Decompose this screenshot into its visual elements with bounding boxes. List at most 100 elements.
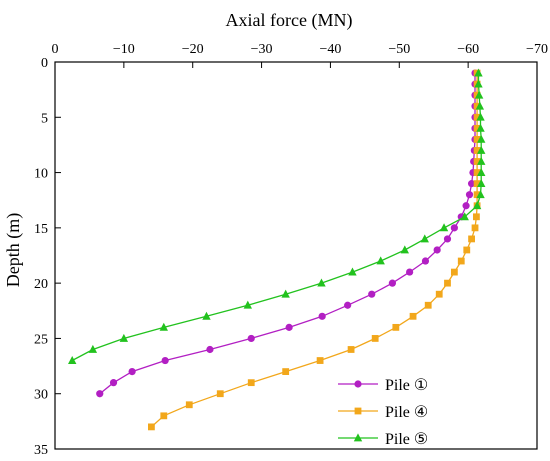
x-tick-label: −70 bbox=[526, 42, 548, 57]
series-1 bbox=[96, 69, 479, 398]
y-tick-label: 15 bbox=[34, 222, 48, 237]
data-point bbox=[247, 334, 255, 343]
data-point bbox=[376, 256, 385, 265]
legend-label: Pile ⑤ bbox=[385, 431, 428, 448]
data-point bbox=[473, 169, 481, 176]
y-tick-label: 30 bbox=[34, 388, 48, 403]
data-point bbox=[439, 223, 449, 232]
data-point bbox=[119, 333, 129, 342]
series-line bbox=[150, 73, 478, 428]
data-point bbox=[472, 201, 482, 210]
data-point bbox=[109, 379, 118, 387]
data-point bbox=[473, 102, 481, 110]
data-point bbox=[400, 245, 409, 254]
y-tick-label: 20 bbox=[34, 277, 48, 292]
data-point bbox=[476, 112, 485, 121]
series-3 bbox=[68, 68, 486, 364]
data-point bbox=[471, 224, 479, 232]
data-point bbox=[443, 235, 452, 243]
data-point bbox=[96, 390, 104, 398]
data-point bbox=[473, 113, 481, 121]
data-point bbox=[473, 191, 481, 199]
data-point bbox=[477, 145, 486, 154]
legend-label: Pile ① bbox=[385, 377, 428, 394]
data-point bbox=[463, 246, 471, 254]
x-tick-label: −20 bbox=[182, 42, 204, 57]
data-point bbox=[473, 213, 480, 221]
data-point bbox=[243, 300, 252, 309]
data-point bbox=[318, 312, 326, 320]
legend-marker bbox=[354, 407, 362, 415]
x-axis-title: Axial force (MN) bbox=[226, 10, 353, 31]
data-point bbox=[316, 357, 324, 364]
x-tick-label: −10 bbox=[113, 42, 135, 57]
data-point bbox=[462, 202, 470, 210]
series-line bbox=[99, 73, 476, 395]
data-point bbox=[317, 278, 326, 287]
data-point bbox=[409, 312, 417, 320]
data-point bbox=[474, 79, 483, 88]
data-point bbox=[450, 268, 458, 276]
data-point bbox=[347, 346, 355, 353]
y-tick-label: 35 bbox=[34, 443, 48, 458]
series-line bbox=[71, 73, 482, 362]
x-tick-label: −50 bbox=[388, 42, 410, 57]
data-point bbox=[460, 212, 469, 221]
data-point bbox=[433, 246, 441, 254]
data-point bbox=[475, 101, 485, 110]
data-point bbox=[473, 136, 481, 143]
data-point bbox=[473, 147, 481, 154]
plot-frame bbox=[54, 61, 538, 450]
data-point bbox=[160, 412, 168, 420]
data-point bbox=[161, 356, 169, 365]
data-point bbox=[457, 257, 465, 265]
x-tick-label: −60 bbox=[457, 42, 479, 57]
data-point bbox=[371, 335, 379, 342]
data-point bbox=[148, 423, 155, 431]
data-point bbox=[474, 90, 484, 99]
x-tick-label: −30 bbox=[251, 42, 273, 57]
legend-marker bbox=[354, 380, 362, 388]
data-point bbox=[477, 167, 486, 176]
data-point bbox=[281, 289, 290, 298]
data-point bbox=[202, 311, 211, 320]
data-point bbox=[344, 301, 352, 309]
series-layer bbox=[68, 68, 486, 431]
data-point bbox=[206, 345, 214, 354]
data-point bbox=[159, 322, 168, 331]
x-tick-label: 0 bbox=[52, 42, 59, 57]
data-point bbox=[450, 224, 458, 232]
data-point bbox=[406, 268, 414, 276]
data-point bbox=[388, 279, 396, 287]
data-point bbox=[348, 267, 357, 276]
data-point bbox=[477, 179, 486, 188]
data-point bbox=[435, 290, 443, 298]
data-point bbox=[282, 368, 290, 375]
legend-item: Pile ⑤ bbox=[338, 431, 428, 448]
series-2 bbox=[148, 69, 481, 431]
x-tick-label: −40 bbox=[319, 42, 341, 57]
data-point bbox=[467, 180, 476, 188]
data-point bbox=[465, 191, 474, 199]
data-point bbox=[477, 134, 486, 143]
data-point bbox=[420, 234, 429, 243]
y-tick-label: 0 bbox=[41, 56, 48, 71]
data-point bbox=[68, 355, 77, 364]
data-point bbox=[468, 235, 475, 243]
data-point bbox=[444, 279, 451, 287]
y-axis-ticks: 0 5 10 15 20 25 30 35 bbox=[34, 56, 61, 458]
data-point bbox=[473, 180, 481, 188]
legend-marker bbox=[353, 433, 363, 442]
data-point bbox=[88, 344, 98, 353]
data-point bbox=[392, 323, 400, 331]
data-point bbox=[185, 401, 193, 409]
data-point bbox=[424, 301, 432, 309]
data-point bbox=[476, 190, 485, 199]
data-point bbox=[368, 290, 376, 298]
legend: Pile ① Pile ④ Pile ⑤ bbox=[338, 377, 428, 448]
y-axis-title: Depth (m) bbox=[3, 213, 24, 287]
data-point bbox=[476, 123, 485, 132]
legend-item: Pile ① bbox=[338, 377, 428, 394]
data-point bbox=[247, 379, 255, 387]
